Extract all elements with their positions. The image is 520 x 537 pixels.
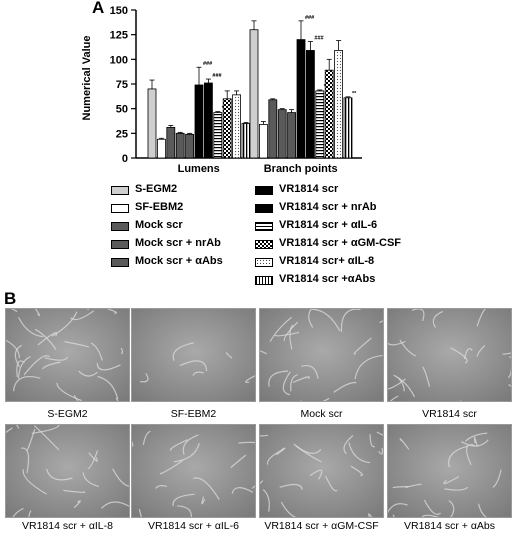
legend-label: S-EGM2 bbox=[135, 183, 178, 195]
legend-swatch bbox=[111, 186, 129, 195]
bar bbox=[249, 29, 259, 159]
bar bbox=[343, 97, 353, 159]
bar bbox=[268, 99, 278, 159]
micrograph-caption: S-EGM2 bbox=[47, 408, 88, 420]
legend-swatch bbox=[255, 222, 273, 231]
bar bbox=[203, 82, 213, 159]
y-tick-label: 50 bbox=[116, 104, 128, 116]
legend-swatch bbox=[255, 186, 273, 195]
bar bbox=[324, 69, 334, 159]
micrograph-caption: VR1814 scr + αAbs bbox=[404, 520, 495, 532]
bar bbox=[258, 124, 268, 159]
micrograph-texture bbox=[132, 425, 255, 517]
bar bbox=[305, 50, 315, 159]
bar bbox=[213, 112, 223, 159]
significance-mark: ### bbox=[203, 61, 212, 67]
micrograph-caption: Mock scr bbox=[300, 408, 343, 420]
panel-a-label: A bbox=[92, 0, 105, 17]
legend-label: VR1814 scr + nrAb bbox=[279, 201, 377, 213]
bar bbox=[296, 39, 306, 159]
legend-label: VR1814 scr bbox=[279, 183, 339, 195]
x-category-label: Lumens bbox=[178, 163, 220, 175]
legend-swatch bbox=[255, 204, 273, 213]
micrograph-caption: VR1814 scr bbox=[422, 408, 477, 420]
legend-swatch bbox=[111, 222, 129, 231]
micrograph-caption: VR1814 scr + αGM-CSF bbox=[264, 520, 379, 532]
legend-label: VR1814 scr + αGM-CSF bbox=[279, 237, 402, 249]
bar bbox=[166, 127, 176, 159]
legend-swatch bbox=[111, 204, 129, 213]
micrograph-texture bbox=[260, 425, 383, 517]
micrograph-texture bbox=[6, 425, 129, 517]
bar-chart: Numerical Value 0255075100125150######**… bbox=[81, 5, 362, 175]
micrograph-texture bbox=[260, 309, 383, 401]
legend-swatch bbox=[255, 240, 273, 249]
bar bbox=[175, 132, 185, 159]
legend-label: SF-EBM2 bbox=[135, 201, 184, 213]
micrograph-texture bbox=[388, 309, 511, 401]
legend-swatch bbox=[255, 258, 273, 267]
micrograph-image bbox=[387, 308, 512, 402]
bar bbox=[232, 94, 242, 159]
legend-label: Mock scr + αAbs bbox=[135, 255, 223, 267]
y-tick-label: 150 bbox=[110, 5, 128, 17]
micrograph-image bbox=[259, 308, 384, 402]
significance-mark: ### bbox=[212, 73, 221, 79]
legend-label: VR1814 scr+ αIL-8 bbox=[279, 255, 375, 267]
legend-label: Mock scr + nrAb bbox=[135, 237, 221, 249]
legend-label: VR1814 scr +αAbs bbox=[279, 273, 376, 285]
legend-swatch bbox=[111, 258, 129, 267]
micrograph-caption: VR1814 scr + αIL-6 bbox=[148, 520, 239, 532]
panel-b-label: B bbox=[4, 289, 17, 308]
y-tick-label: 100 bbox=[110, 54, 128, 66]
micrograph-texture bbox=[132, 309, 255, 401]
significance-mark: ### bbox=[314, 36, 323, 42]
micrograph-image bbox=[5, 424, 130, 518]
micrograph-image bbox=[131, 308, 256, 402]
y-tick-label: 25 bbox=[116, 128, 128, 140]
bar bbox=[241, 123, 251, 159]
bar bbox=[185, 133, 195, 159]
micrograph-image bbox=[5, 308, 130, 402]
micrograph-caption: SF-EBM2 bbox=[170, 408, 217, 420]
y-tick-label: 0 bbox=[122, 153, 128, 165]
legend-label: VR1814 scr + αIL-6 bbox=[279, 219, 378, 231]
x-category-label: Branch points bbox=[264, 163, 338, 175]
bar bbox=[147, 88, 157, 159]
micrograph-image bbox=[131, 424, 256, 518]
micrograph-texture bbox=[6, 309, 129, 401]
y-tick-label: 125 bbox=[110, 30, 128, 42]
bar bbox=[287, 112, 297, 159]
bar bbox=[334, 50, 344, 159]
micrograph-image bbox=[259, 424, 384, 518]
legend-label: Mock scr bbox=[135, 219, 183, 231]
bar bbox=[315, 90, 325, 159]
legend-swatch bbox=[255, 276, 273, 285]
micrograph-caption: VR1814 scr + αIL-8 bbox=[22, 520, 113, 532]
significance-mark: ** bbox=[352, 91, 357, 97]
bar bbox=[222, 98, 232, 159]
micrograph-image bbox=[387, 424, 512, 518]
bar bbox=[277, 109, 287, 159]
significance-mark: ### bbox=[305, 15, 314, 21]
bar bbox=[156, 138, 166, 159]
y-axis-label: Numerical Value bbox=[81, 36, 93, 121]
micrograph-texture bbox=[388, 425, 511, 517]
y-tick-label: 75 bbox=[116, 79, 128, 91]
legend-swatch bbox=[111, 240, 129, 249]
bar bbox=[194, 84, 204, 159]
